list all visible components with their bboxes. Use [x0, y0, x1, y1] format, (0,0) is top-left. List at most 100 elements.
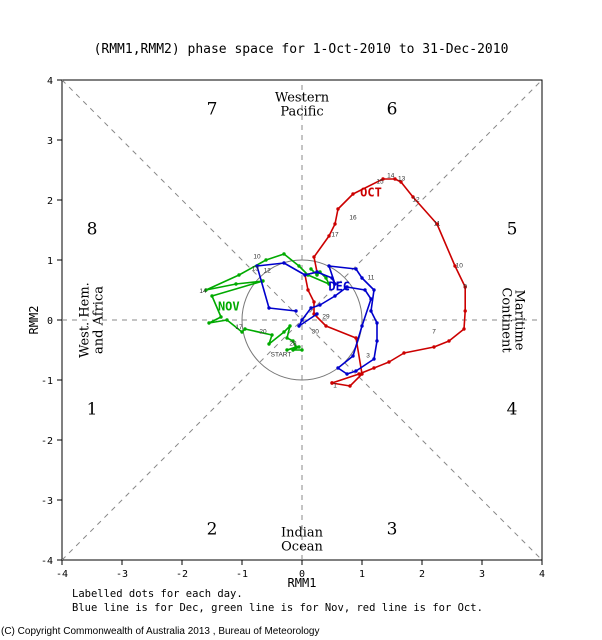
day-point — [288, 324, 292, 328]
day-point — [300, 348, 304, 352]
day-point — [463, 285, 467, 289]
day-point — [435, 222, 439, 226]
day-point — [318, 303, 322, 307]
day-point — [294, 345, 298, 349]
day-point — [375, 321, 379, 325]
day-point — [312, 300, 316, 304]
day-point — [297, 264, 301, 268]
day-point — [303, 273, 307, 277]
day-point — [255, 264, 259, 268]
day-label: 9 — [463, 284, 467, 291]
day-label: 20 — [259, 329, 267, 336]
day-point — [324, 276, 328, 280]
series-nov: NOV — [204, 252, 331, 352]
phase-number-label: 4 — [507, 400, 518, 420]
day-point — [345, 372, 349, 376]
day-point — [357, 372, 361, 376]
day-label: 10 — [253, 254, 261, 261]
day-point — [282, 330, 286, 334]
day-point — [210, 294, 214, 298]
day-label: 28 — [289, 341, 297, 348]
phase-number-label: 3 — [387, 520, 398, 540]
day-point — [333, 282, 337, 286]
day-point — [363, 288, 367, 292]
day-point — [234, 282, 238, 286]
day-label: 12 — [264, 268, 272, 275]
x-tick-label: 1 — [359, 569, 365, 580]
day-point — [327, 234, 331, 238]
day-point — [285, 336, 289, 340]
day-point — [315, 312, 319, 316]
region-label: Maritime — [512, 290, 527, 351]
day-point — [336, 366, 340, 370]
day-label: 14 — [199, 288, 207, 295]
day-point — [237, 273, 241, 277]
day-point — [309, 267, 313, 271]
day-point — [453, 264, 457, 268]
day-point — [291, 339, 295, 343]
x-tick-label: 4 — [539, 569, 545, 580]
day-point — [393, 177, 397, 181]
day-point — [282, 261, 286, 265]
day-point — [354, 267, 358, 271]
phase-number-label: 2 — [207, 520, 218, 540]
series-label: OCT — [360, 185, 382, 199]
day-point — [333, 222, 337, 226]
region-label: Western — [275, 91, 330, 106]
day-point — [204, 288, 208, 292]
day-point — [387, 360, 391, 364]
y-tick-label: 2 — [47, 196, 53, 207]
day-point — [399, 180, 403, 184]
day-point — [351, 354, 355, 358]
day-label: 30 — [312, 329, 320, 336]
day-point — [297, 345, 301, 349]
day-point — [330, 276, 334, 280]
x-tick-label: 0 — [299, 569, 305, 580]
day-point — [360, 324, 364, 328]
x-tick-label: 2 — [419, 569, 425, 580]
y-tick-label: -2 — [41, 436, 53, 447]
day-point — [207, 321, 211, 325]
region-label: and Africa — [92, 286, 107, 354]
day-point — [309, 306, 313, 310]
series-label: NOV — [218, 299, 240, 313]
y-tick-label: 3 — [47, 136, 53, 147]
day-point — [333, 294, 337, 298]
day-point — [381, 177, 385, 181]
y-tick-label: -4 — [41, 556, 53, 567]
day-label: 17 — [331, 232, 339, 239]
y-tick-label: 0 — [47, 316, 53, 327]
region-label: Continent — [499, 287, 514, 353]
y-tick-label: 1 — [47, 256, 53, 267]
day-point — [312, 255, 316, 259]
day-point — [270, 333, 274, 337]
day-point — [447, 339, 451, 343]
region-label: Ocean — [281, 539, 323, 554]
day-point — [297, 324, 301, 328]
day-point — [306, 288, 310, 292]
day-point — [402, 351, 406, 355]
day-point — [345, 285, 349, 289]
region-label: Indian — [281, 526, 324, 541]
day-point — [348, 384, 352, 388]
x-tick-label: -1 — [236, 569, 248, 580]
day-point — [354, 336, 358, 340]
day-point — [219, 315, 223, 319]
copyright-text: (C) Copyright Commonwealth of Australia … — [1, 626, 320, 637]
day-point — [372, 288, 376, 292]
phase-number-label: 6 — [387, 100, 398, 120]
day-point — [264, 258, 268, 262]
day-point — [300, 318, 304, 322]
day-point — [372, 366, 376, 370]
series-dec: DEC — [255, 261, 379, 376]
day-point — [330, 381, 334, 385]
day-label: 13 — [398, 176, 406, 183]
phase-number-label: 8 — [87, 220, 98, 240]
day-point — [327, 264, 331, 268]
day-point — [225, 318, 229, 322]
y-tick-label: -3 — [41, 496, 53, 507]
series-line — [256, 262, 378, 375]
